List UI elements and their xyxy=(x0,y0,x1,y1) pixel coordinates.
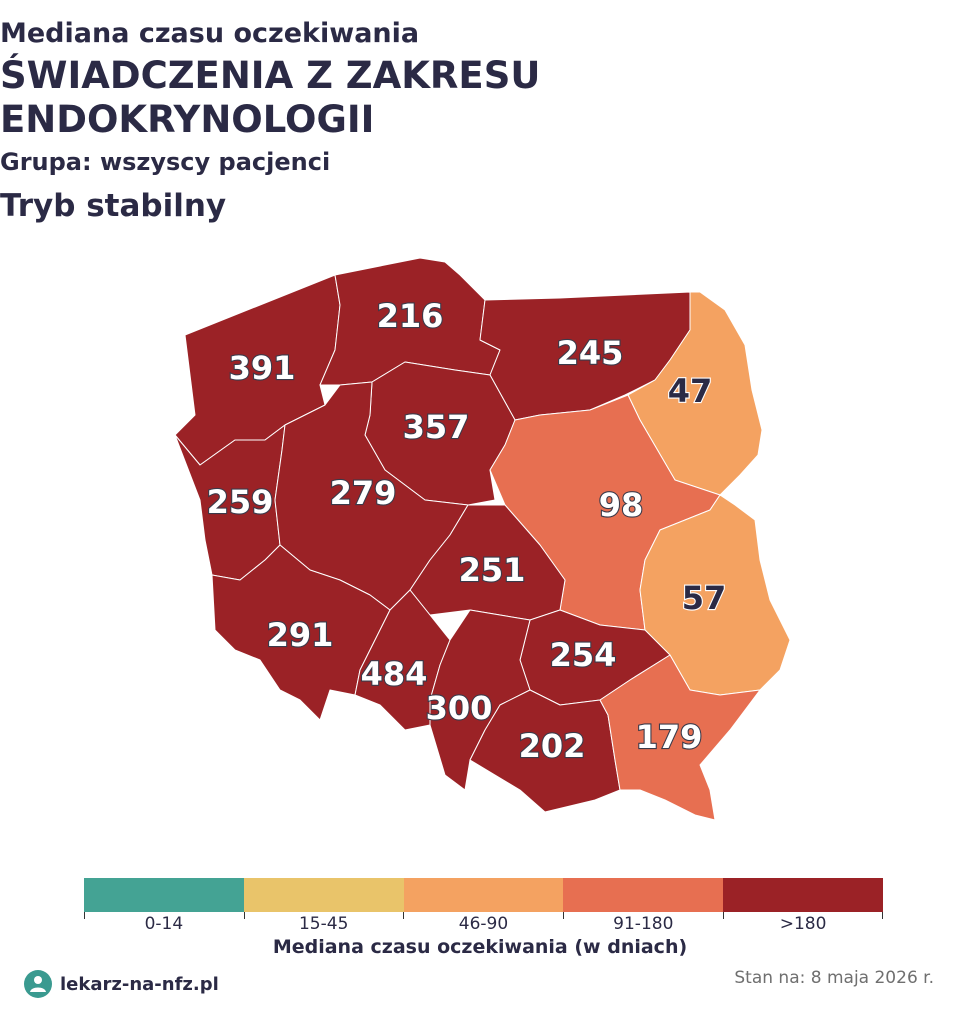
title-main: ŚWIADCZENIA Z ZAKRESU ENDOKRYNOLOGII xyxy=(0,54,960,142)
status-date: Stan na: 8 maja 2026 r. xyxy=(734,968,934,988)
title-line-2: ŚWIADCZENIA Z ZAKRESU xyxy=(0,54,541,97)
region-value-wielkopolskie: 279 xyxy=(330,474,397,512)
legend-bin-over-180 xyxy=(723,878,883,912)
region-value-warminsko-mazurskie: 245 xyxy=(557,334,624,372)
region-value-lodzkie: 251 xyxy=(459,551,526,589)
mode-label: Tryb stabilny xyxy=(0,188,227,224)
region-value-swietokrzyskie: 254 xyxy=(550,636,617,674)
region-value-dolnoslaskie: 291 xyxy=(267,616,334,654)
region-value-malopolskie: 202 xyxy=(519,727,586,765)
legend-labels: 0-14 15-45 46-90 91-180 >180 xyxy=(84,914,883,934)
legend-bin-15-45 xyxy=(243,878,404,912)
poland-map: 391 216 245 47 357 259 279 98 251 57 291 484 254 300 2… xyxy=(174,257,791,821)
region-value-kujawsko-pomorskie: 357 xyxy=(403,408,470,446)
legend-label: >180 xyxy=(779,914,827,934)
legend-title: Mediana czasu oczekiwania (w dniach) xyxy=(272,936,688,958)
region-podkarpackie xyxy=(599,654,761,821)
region-value-podkarpackie: 179 xyxy=(636,718,703,756)
region-value-lubuskie: 259 xyxy=(207,483,274,521)
region-value-slaskie: 300 xyxy=(426,689,493,727)
region-value-podlaskie: 47 xyxy=(668,372,713,410)
title-line-1: Mediana czasu oczekiwania xyxy=(0,18,420,49)
title-line-3: ENDOKRYNOLOGII xyxy=(0,98,375,141)
region-value-opolskie: 484 xyxy=(361,655,428,693)
region-value-mazowieckie: 98 xyxy=(599,486,644,524)
legend-colorbar xyxy=(84,878,883,912)
legend-bin-91-180 xyxy=(563,878,724,912)
legend-label: 46-90 xyxy=(458,914,509,934)
region-value-pomorskie: 216 xyxy=(377,297,444,335)
legend-label: 0-14 xyxy=(144,914,184,934)
legend-bin-0-14 xyxy=(84,878,244,912)
brand-name: lekarz-na-nfz.pl xyxy=(60,973,219,995)
legend-label: 15-45 xyxy=(298,914,349,934)
patient-group: Grupa: wszyscy pacjenci xyxy=(0,148,331,176)
region-value-lubelskie: 57 xyxy=(682,579,727,617)
legend-ticks xyxy=(84,912,883,920)
legend-label: 91-180 xyxy=(613,914,674,934)
region-value-zachodniopomorskie: 391 xyxy=(229,349,296,387)
doctor-logo-icon xyxy=(24,970,52,998)
legend-bin-46-90 xyxy=(403,878,564,912)
brand[interactable]: lekarz-na-nfz.pl xyxy=(24,970,219,998)
